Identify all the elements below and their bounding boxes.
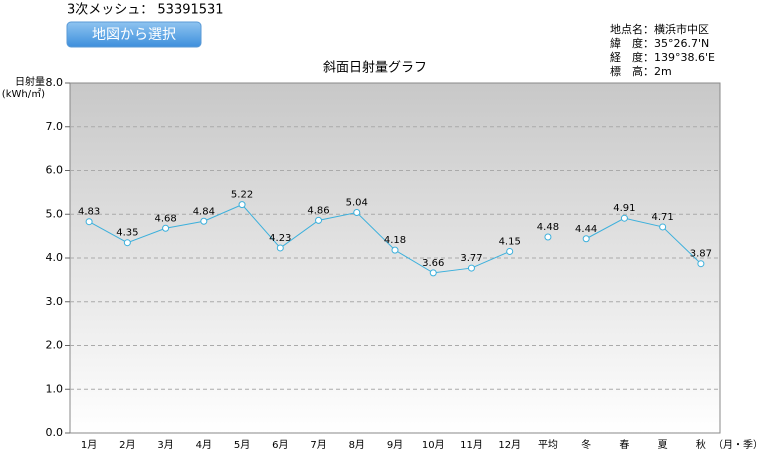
y-axis-unit: (kWh/㎡)	[2, 88, 45, 100]
y-tick-label: 5.0	[46, 207, 64, 220]
x-tick-label: 1月	[81, 439, 97, 451]
data-label: 4.44	[575, 224, 597, 235]
series-line	[585, 217, 702, 265]
y-tick-label: 6.0	[46, 164, 64, 177]
info-line: 経 度：139°38.6'E	[610, 50, 715, 64]
y-tick-label: 7.0	[46, 120, 64, 133]
data-label: 5.22	[231, 190, 253, 201]
button-label[interactable]: 地図から選択	[92, 27, 176, 43]
data-label: 4.18	[384, 235, 406, 246]
y-tick-label: 4.0	[46, 251, 64, 264]
data-point	[697, 260, 705, 268]
data-point	[315, 216, 323, 224]
info-line: 地点名：横浜市中区	[610, 22, 709, 36]
data-label: 4.35	[116, 228, 138, 239]
data-point	[276, 244, 284, 252]
x-tick-label: 8月	[349, 439, 365, 451]
x-tick-label: 3月	[157, 439, 173, 451]
x-tick-label: 4月	[196, 439, 212, 451]
data-label: 4.84	[193, 206, 215, 217]
data-point	[123, 239, 131, 247]
mesh-code: 3次メッシュ： 53391531	[67, 2, 224, 18]
x-tick-label: 平均	[538, 439, 558, 451]
data-point	[429, 269, 437, 277]
data-label: 4.23	[269, 233, 291, 244]
map-select-button[interactable]	[66, 21, 202, 48]
y-tick-label: 1.0	[46, 382, 64, 395]
y-tick-label: 2.0	[46, 339, 64, 352]
y-tick-label: 3.0	[46, 295, 64, 308]
data-label: 4.68	[154, 213, 176, 224]
data-point	[162, 224, 170, 232]
x-tick-label: 5月	[234, 439, 250, 451]
data-label: 3.87	[690, 249, 712, 260]
x-tick-label: 秋	[696, 438, 706, 451]
data-point	[467, 264, 475, 272]
data-point	[85, 218, 93, 226]
data-point	[353, 209, 361, 216]
x-tick-label: 7月	[310, 439, 326, 451]
x-tick-label: 2月	[119, 439, 135, 451]
y-axis-label: 日射量	[15, 76, 45, 88]
x-tick-label: 9月	[387, 439, 403, 451]
series-line	[88, 204, 510, 274]
data-point	[238, 201, 246, 209]
data-point	[659, 223, 667, 231]
info-line: 緯 度：35°26.7'N	[610, 36, 709, 50]
y-tick-label: 0.0	[46, 426, 64, 439]
data-point	[582, 235, 590, 243]
y-tick-label: 8.0	[46, 76, 64, 89]
x-axis-label: （月・季）	[713, 439, 763, 451]
x-tick-label: 冬	[581, 438, 591, 451]
data-point	[506, 247, 514, 255]
x-tick-label: 6月	[272, 439, 288, 451]
info-line: 標 高：2m	[610, 64, 672, 78]
x-tick-label: 11月	[460, 439, 483, 451]
data-label: 4.71	[652, 212, 674, 223]
x-tick-label: 10月	[422, 439, 445, 451]
data-label: 3.77	[460, 253, 482, 264]
data-point	[544, 233, 552, 241]
data-point	[620, 214, 628, 222]
data-label: 4.86	[307, 205, 329, 216]
data-label: 3.66	[422, 258, 444, 269]
data-point	[391, 246, 399, 254]
data-label: 4.91	[613, 203, 635, 214]
x-tick-label: 春	[619, 439, 629, 451]
data-label: 4.15	[499, 236, 521, 247]
x-tick-label: 12月	[498, 439, 521, 451]
data-label: 5.04	[346, 198, 368, 209]
data-label: 4.48	[537, 222, 559, 233]
data-point	[200, 217, 208, 225]
data-label: 4.83	[78, 207, 100, 218]
chart-title: 斜面日射量グラフ	[323, 60, 427, 76]
x-tick-label: 夏	[658, 439, 668, 451]
